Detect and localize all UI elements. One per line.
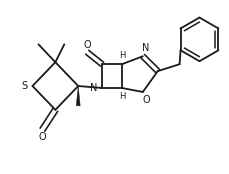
Polygon shape [76,86,80,106]
Text: O: O [83,40,91,50]
Text: N: N [142,43,149,53]
Text: H: H [118,92,125,101]
Text: O: O [141,95,149,105]
Text: O: O [38,132,46,142]
Text: H: H [118,51,125,60]
Text: S: S [21,81,27,91]
Text: N: N [90,83,97,93]
